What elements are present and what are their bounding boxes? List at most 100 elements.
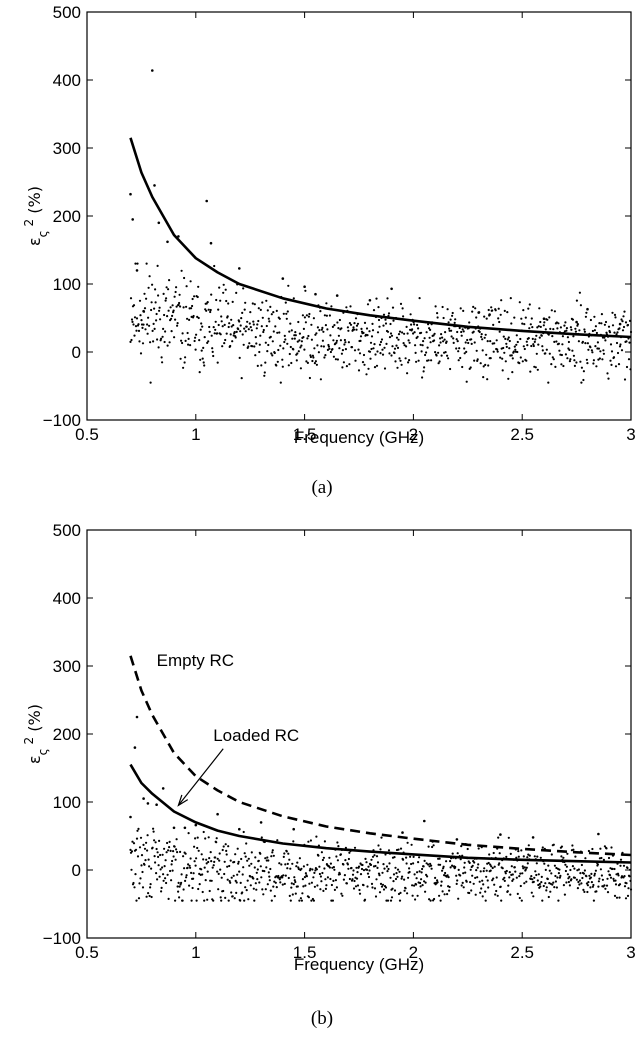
scatter-point	[589, 318, 593, 322]
scatter-point	[234, 879, 237, 883]
scatter-point	[551, 883, 554, 886]
scatter-point	[598, 877, 601, 880]
scatter-point	[265, 866, 268, 869]
scatter-point	[438, 360, 441, 363]
scatter-point	[509, 297, 512, 300]
scatter-point	[138, 299, 142, 302]
scatter-point	[386, 330, 390, 333]
scatter-point	[173, 336, 176, 339]
scatter-point	[508, 339, 511, 343]
scatter-point	[626, 866, 629, 870]
scatter-point	[555, 886, 559, 889]
scatter-point	[416, 871, 419, 874]
scatter-point	[585, 311, 588, 314]
scatter-point	[232, 874, 235, 877]
scatter-point	[505, 869, 508, 873]
scatter-point	[334, 358, 337, 361]
scatter-point	[618, 345, 622, 348]
scatter-point	[216, 361, 219, 364]
scatter-point	[175, 286, 178, 289]
scatter-point	[388, 352, 391, 355]
scatter-point	[198, 371, 201, 374]
scatter-point	[420, 350, 423, 353]
scatter-point	[380, 338, 384, 341]
scatter-point	[314, 360, 317, 363]
scatter-point	[203, 866, 206, 869]
scatter-point	[616, 351, 620, 355]
scatter-point	[491, 866, 494, 870]
scatter-point	[235, 330, 238, 333]
scatter-point	[168, 840, 171, 844]
scatter-point	[432, 844, 435, 847]
scatter-point	[619, 858, 623, 861]
scatter-point	[146, 323, 149, 326]
scatter-point	[318, 872, 321, 876]
scatter-point	[130, 868, 133, 871]
scatter-point	[412, 855, 415, 859]
scatter-point	[578, 883, 581, 886]
scatter-point	[374, 353, 377, 356]
scatter-point	[352, 869, 355, 872]
scatter-point	[564, 869, 568, 873]
scatter-point	[323, 356, 326, 359]
scatter-point	[206, 341, 209, 344]
scatter-point	[223, 872, 226, 876]
scatter-point	[254, 354, 257, 357]
scatter-point	[448, 889, 451, 892]
scatter-point	[220, 320, 223, 323]
scatter-point	[555, 340, 558, 343]
scatter-point	[562, 884, 566, 887]
scatter-point	[459, 307, 462, 310]
scatter-point	[138, 340, 141, 343]
scatter-point	[196, 295, 199, 299]
scatter-point	[224, 896, 227, 900]
scatter-point	[407, 876, 410, 879]
scatter-point	[426, 875, 429, 878]
scatter-point	[244, 886, 247, 889]
scatter-point	[186, 331, 189, 335]
scatter-point	[618, 896, 621, 899]
scatter-point	[229, 859, 232, 862]
scatter-point	[499, 356, 502, 359]
scatter-point	[600, 322, 603, 325]
scatter-point	[222, 889, 225, 893]
scatter-point	[609, 343, 613, 346]
scatter-point	[230, 325, 233, 328]
scatter-point	[470, 338, 473, 341]
scatter-point	[443, 893, 446, 896]
scatter-point	[267, 871, 270, 874]
scatter-point	[619, 864, 622, 867]
scatter-point	[454, 865, 457, 869]
scatter-point	[244, 301, 247, 304]
scatter-point	[602, 352, 606, 355]
scatter-point	[623, 310, 626, 313]
scatter-point	[223, 323, 226, 326]
scatter-point	[441, 890, 444, 893]
scatter-point	[299, 346, 302, 349]
scatter-point	[312, 317, 315, 320]
outlier-point	[281, 277, 285, 280]
scatter-point	[459, 874, 462, 877]
scatter-point	[420, 331, 423, 334]
scatter-point	[582, 378, 585, 382]
scatter-point	[524, 316, 527, 319]
scatter-point	[434, 351, 437, 354]
scatter-point	[381, 353, 385, 356]
scatter-point	[263, 374, 266, 377]
scatter-point	[597, 885, 600, 888]
scatter-point	[192, 872, 195, 875]
scatter-point	[200, 853, 203, 856]
scatter-point	[377, 844, 380, 847]
y-tick-label: 300	[53, 139, 81, 158]
scatter-point	[217, 872, 220, 876]
scatter-point	[571, 349, 574, 352]
scatter-point	[519, 884, 522, 888]
scatter-point	[129, 340, 132, 343]
scatter-point	[294, 880, 297, 884]
scatter-point	[288, 330, 291, 333]
scatter-point	[145, 297, 148, 300]
scatter-point	[504, 360, 507, 363]
scatter-point	[539, 325, 542, 328]
scatter-point	[170, 330, 173, 333]
scatter-point	[535, 862, 538, 865]
